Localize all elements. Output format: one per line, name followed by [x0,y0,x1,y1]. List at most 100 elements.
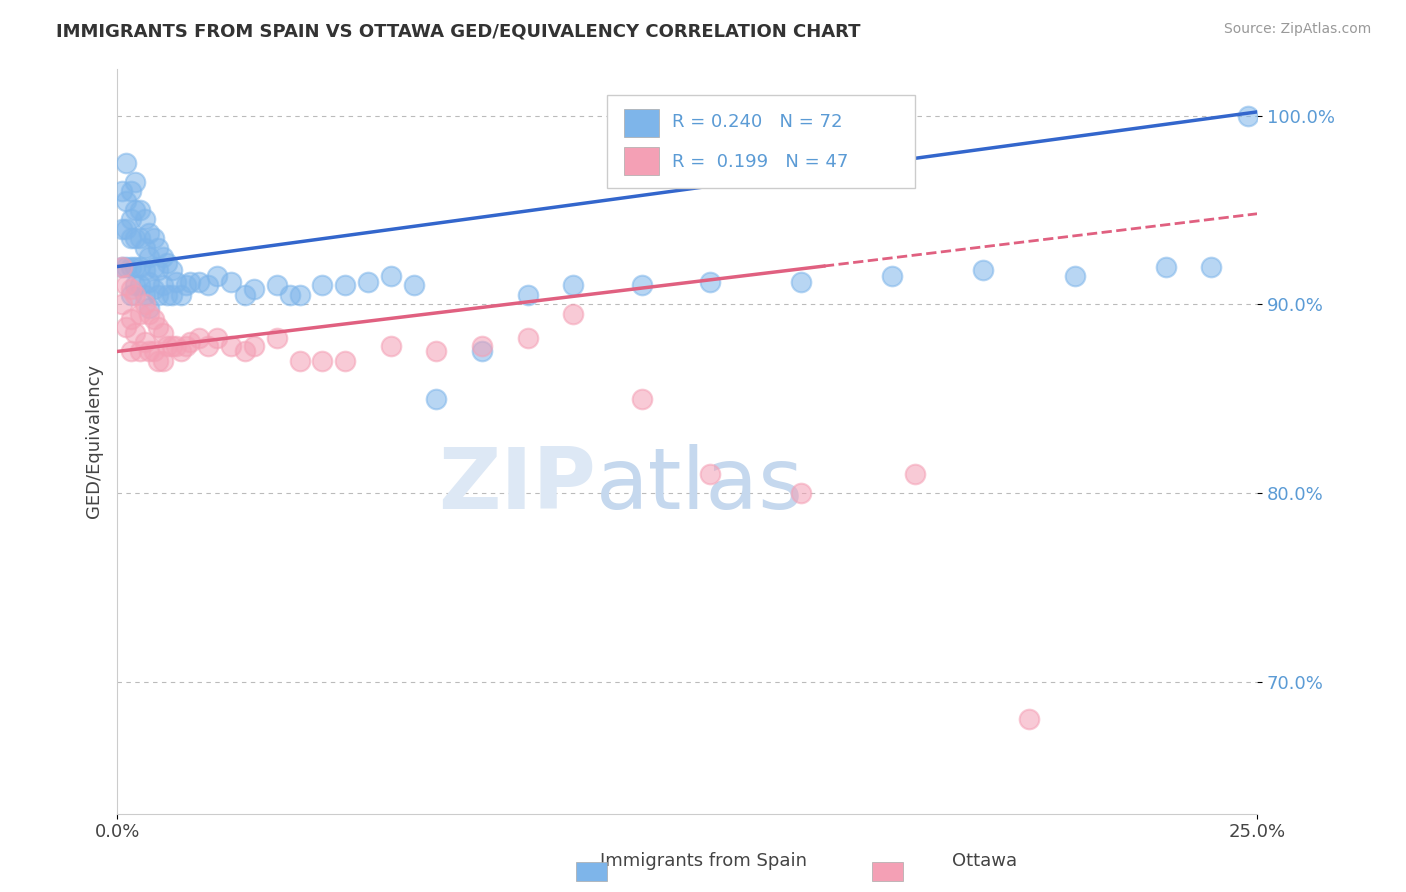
Text: R = 0.240   N = 72: R = 0.240 N = 72 [672,113,842,131]
Point [138,226,160,240]
Point [333,278,356,293]
Point [111,222,134,236]
Point [1154,260,1177,274]
Text: Ottawa: Ottawa [952,852,1017,870]
Text: Source: ZipAtlas.com: Source: ZipAtlas.com [1223,22,1371,37]
Point [699,467,721,481]
Point [516,331,538,345]
FancyBboxPatch shape [624,147,658,175]
Point [188,331,211,345]
Text: IMMIGRANTS FROM SPAIN VS OTTAWA GED/EQUIVALENCY CORRELATION CHART: IMMIGRANTS FROM SPAIN VS OTTAWA GED/EQUI… [56,22,860,40]
Point [134,263,156,277]
Y-axis label: GED/Equivalency: GED/Equivalency [86,364,103,518]
Point [129,307,152,321]
Point [120,212,142,227]
Point [972,263,994,277]
Point [120,344,142,359]
Point [402,278,425,293]
Point [882,268,904,283]
Text: atlas: atlas [596,444,804,527]
Point [134,212,156,227]
Point [142,231,165,245]
Point [280,288,302,302]
Point [1201,260,1223,274]
Point [207,268,229,283]
Point [790,275,813,289]
Point [156,288,179,302]
Point [425,344,447,359]
Point [120,288,142,302]
Text: ZIP: ZIP [439,444,596,527]
Point [266,331,288,345]
Point [160,339,183,353]
Point [904,467,927,481]
Point [134,334,156,349]
Point [179,275,201,289]
Point [115,156,138,170]
Point [219,275,242,289]
Point [142,312,165,326]
Point [160,288,183,302]
Point [124,288,146,302]
Point [120,282,142,296]
Text: R =  0.199   N = 47: R = 0.199 N = 47 [672,153,849,170]
Point [138,250,160,264]
Point [219,339,242,353]
Point [288,288,311,302]
Point [129,202,152,217]
Point [243,339,266,353]
Point [111,260,134,274]
Point [1018,712,1040,726]
Point [134,297,156,311]
Point [311,354,333,368]
Point [243,282,266,296]
Point [142,282,165,296]
Point [120,231,142,245]
Point [188,275,211,289]
Point [266,278,288,293]
Point [111,184,134,198]
Point [197,339,219,353]
Point [115,320,138,334]
Point [129,260,152,274]
Point [148,263,170,277]
Point [148,241,170,255]
Point [111,297,134,311]
Point [115,278,138,293]
Point [134,288,156,302]
Point [562,307,585,321]
FancyBboxPatch shape [607,95,915,187]
Text: Immigrants from Spain: Immigrants from Spain [599,852,807,870]
Point [156,339,179,353]
Point [115,260,138,274]
Point [288,354,311,368]
Point [699,275,721,289]
Point [166,339,188,353]
Point [138,344,160,359]
Point [471,339,494,353]
Point [124,202,146,217]
Point [148,320,170,334]
Point [630,392,652,406]
Point [160,263,183,277]
Point [357,275,380,289]
Point [207,331,229,345]
Point [129,231,152,245]
Point [1237,109,1260,123]
Point [562,278,585,293]
Point [630,278,652,293]
Point [115,222,138,236]
Point [170,288,193,302]
Point [142,260,165,274]
Point [124,278,146,293]
Point [156,256,179,270]
Point [138,301,160,315]
Point [124,326,146,340]
Point [142,344,165,359]
Point [152,354,174,368]
Point [138,275,160,289]
Point [174,278,197,293]
Point [129,344,152,359]
Point [148,354,170,368]
Point [148,288,170,302]
